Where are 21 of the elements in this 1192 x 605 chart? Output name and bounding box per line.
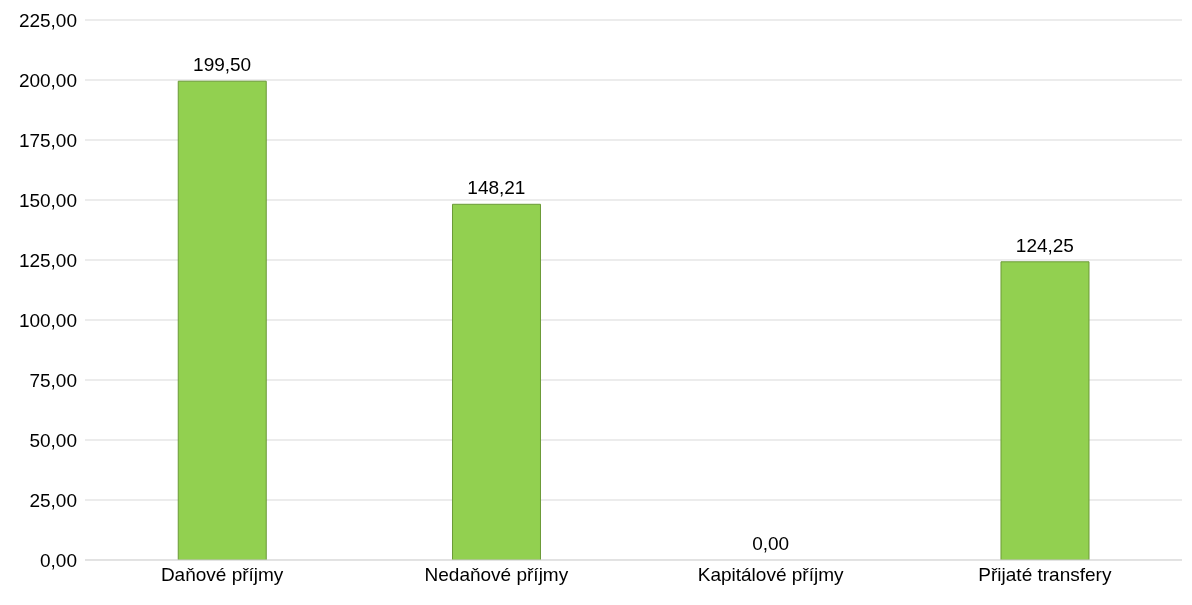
y-tick-label: 150,00 [18, 189, 77, 211]
y-tick-label: 225,00 [18, 9, 77, 31]
data-label: 148,21 [467, 177, 526, 199]
y-tick-label: 50,00 [29, 429, 77, 451]
data-label: 124,25 [1015, 234, 1074, 256]
y-tick-label: 0,00 [40, 549, 77, 571]
x-tick-label: Nedaňové příjmy [424, 564, 569, 586]
data-label: 0,00 [752, 533, 790, 554]
bar [177, 80, 267, 560]
x-tick-label: Přijaté transfery [978, 564, 1112, 586]
x-tick-label: Kapitálové příjmy [697, 564, 844, 586]
data-label: 199,50 [193, 54, 252, 76]
y-tick-label: 100,00 [18, 309, 77, 331]
y-tick-label: 125,00 [18, 249, 77, 271]
x-tick-label: Daňové příjmy [160, 564, 284, 586]
y-tick-label: 25,00 [29, 489, 77, 511]
y-tick-label: 175,00 [18, 129, 77, 151]
y-tick-label: 75,00 [29, 369, 77, 391]
bar [452, 203, 541, 560]
y-tick-label: 200,00 [18, 69, 77, 91]
bar [1000, 261, 1090, 560]
